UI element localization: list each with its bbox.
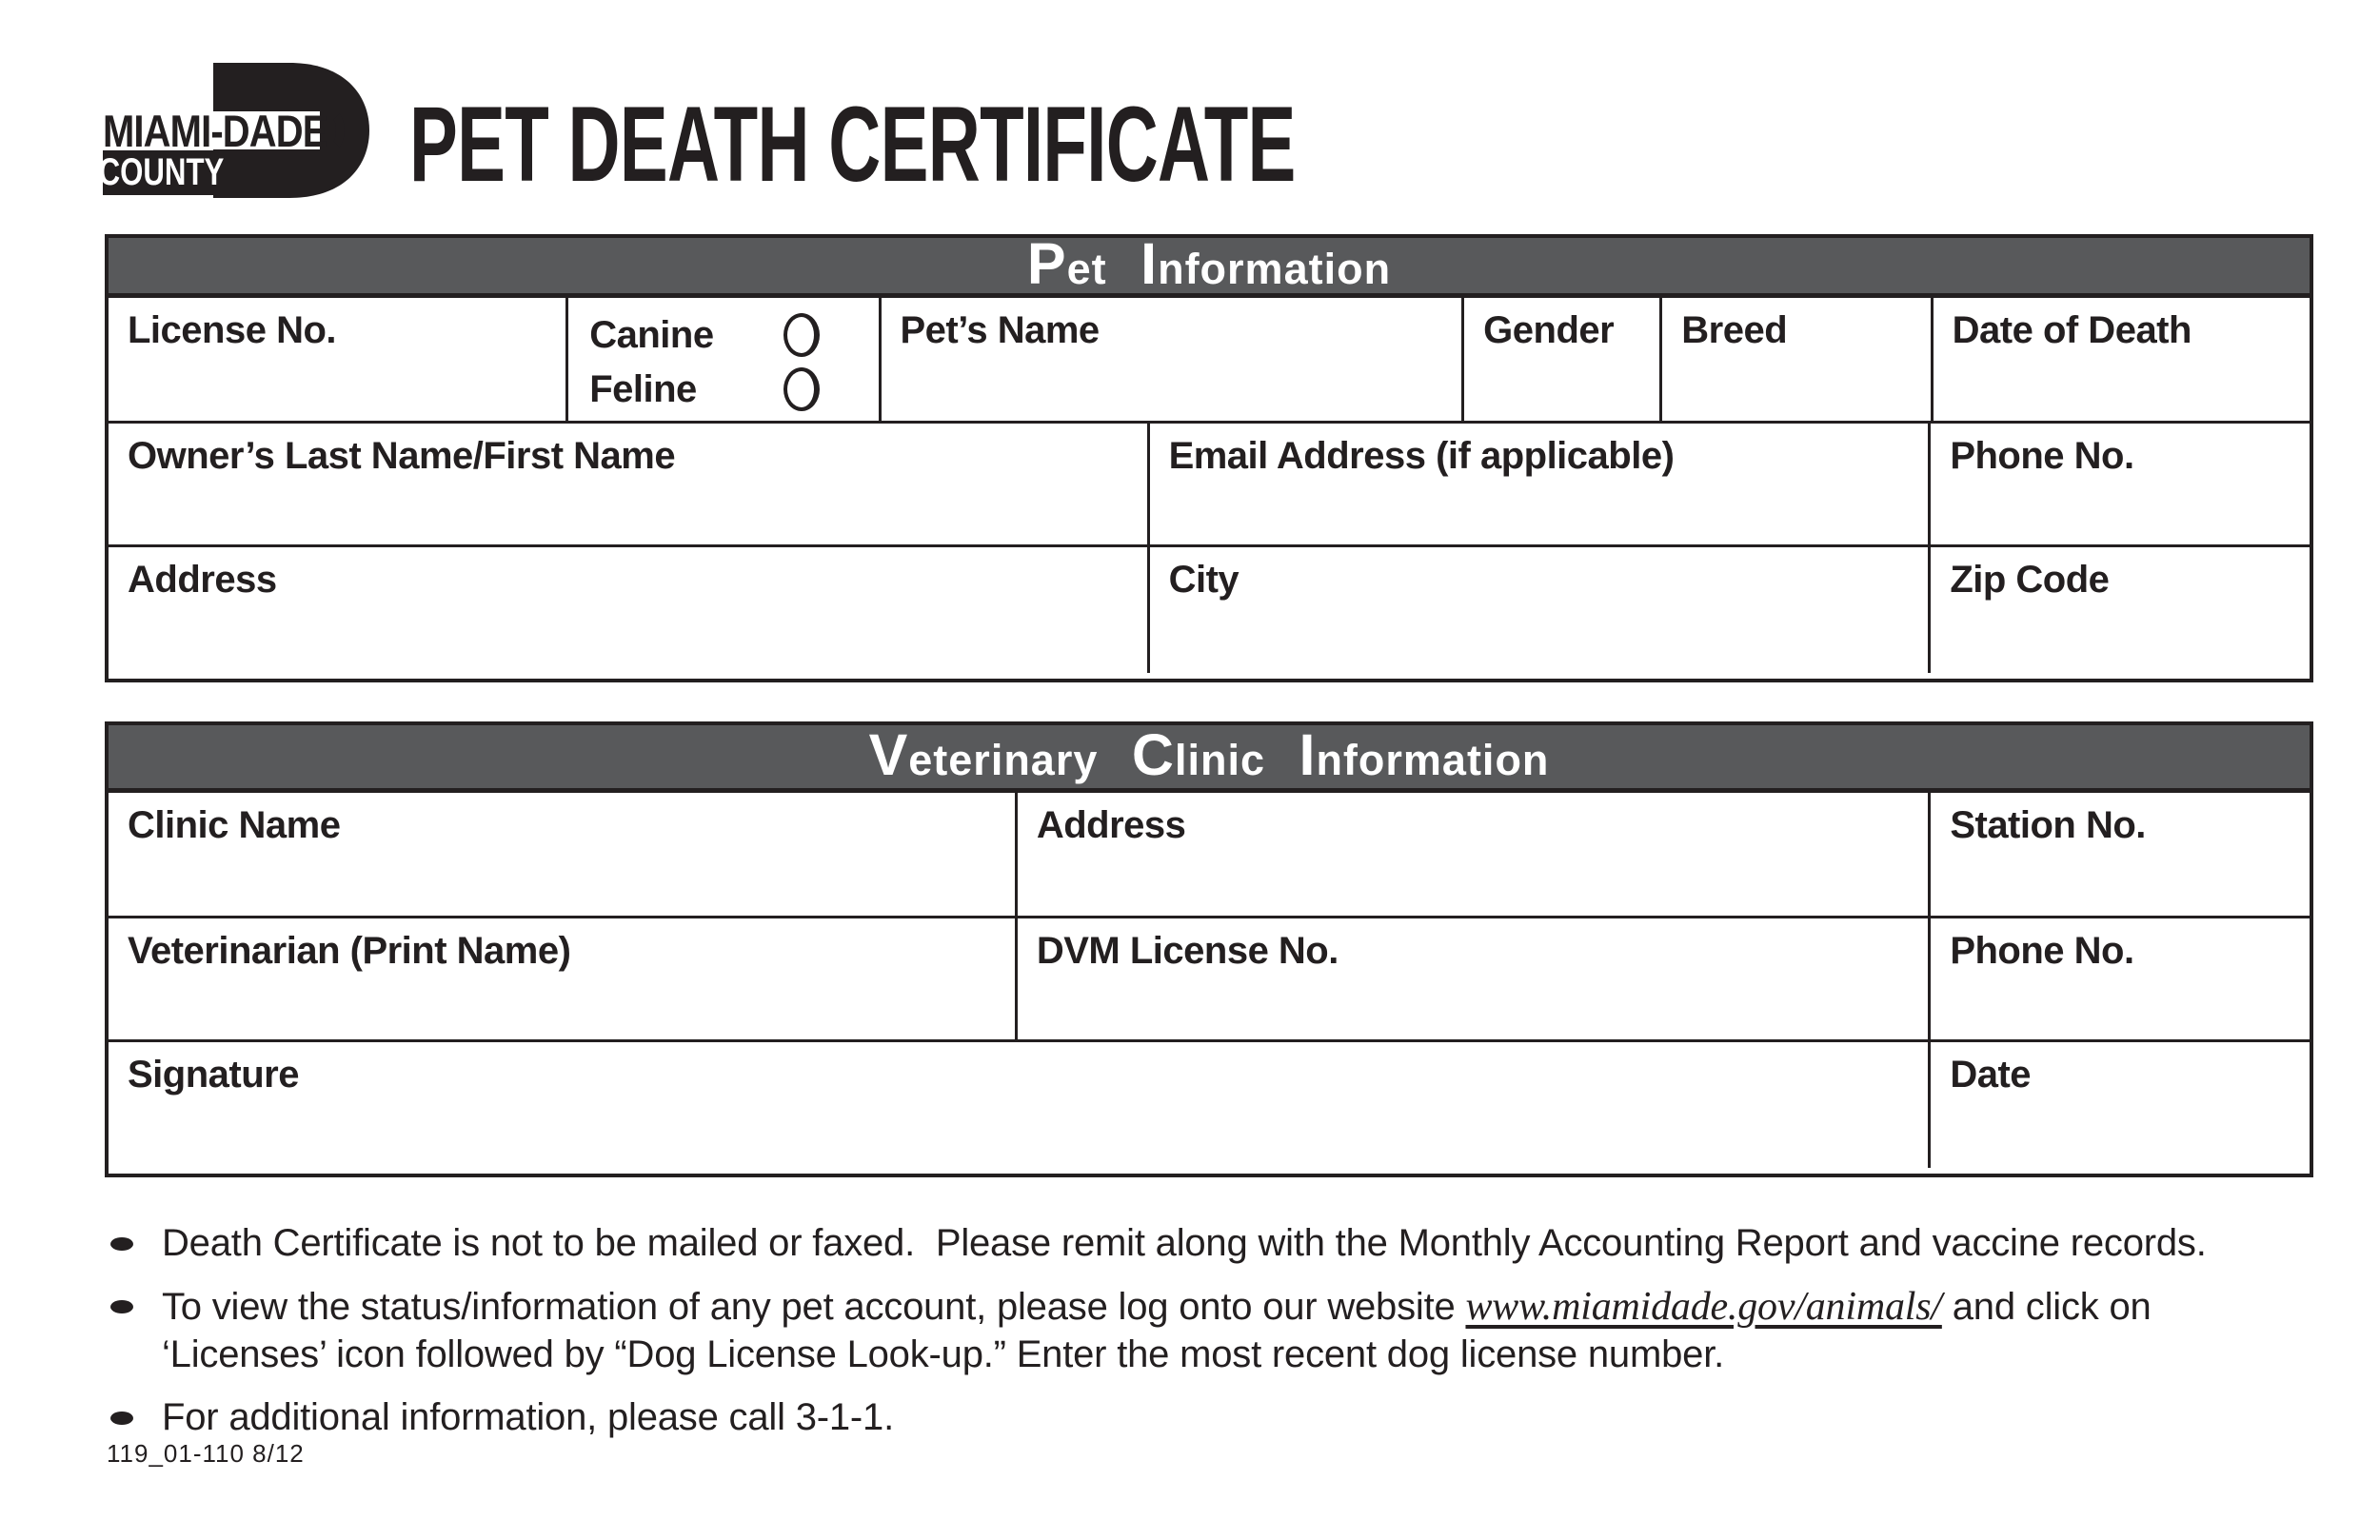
logo-county-name: MIAMI-DADE: [103, 105, 327, 156]
species-cell: Canine Feline: [568, 298, 882, 421]
phone-label: Phone No.: [1950, 435, 2134, 477]
owner-name-label: Owner’s Last Name/First Name: [128, 435, 676, 477]
dvm-license-no-label: DVM License No.: [1036, 930, 1339, 972]
gender-label: Gender: [1483, 309, 1615, 351]
notes-list: Death Certificate is not to be mailed or…: [107, 1220, 2334, 1457]
station-no-cell[interactable]: Station No.: [1931, 793, 2310, 916]
gender-cell[interactable]: Gender: [1464, 298, 1663, 421]
pet-information-title: Pet Information: [1026, 230, 1392, 296]
clinic-phone-label: Phone No.: [1950, 930, 2134, 972]
email-cell[interactable]: Email Address (if applicable): [1150, 424, 1932, 544]
form-number: 119_01-110 8/12: [107, 1439, 305, 1468]
logo-county-word: COUNTY: [98, 151, 224, 193]
clinic-name-label: Clinic Name: [128, 804, 341, 846]
miamidade-animals-link[interactable]: www.miamidade.gov/animals/: [1465, 1284, 1942, 1329]
zip-code-label: Zip Code: [1950, 559, 2110, 601]
logo-d-counter-icon: [316, 109, 345, 152]
pet-information-section: Pet Information License No. Canine Felin…: [105, 234, 2313, 682]
owner-name-cell[interactable]: Owner’s Last Name/First Name: [109, 424, 1150, 544]
feline-label: Feline: [589, 367, 697, 410]
breed-label: Breed: [1681, 309, 1788, 351]
note-website: To view the status/information of any pe…: [107, 1283, 2334, 1378]
note-call-311: For additional information, please call …: [107, 1394, 2334, 1441]
vet-row-3: Signature Date: [109, 1042, 2310, 1168]
page-title: PET DEATH CERTIFICATE: [409, 85, 1296, 204]
pets-name-cell[interactable]: Pet’s Name: [882, 298, 1465, 421]
veterinarian-label: Veterinarian (Print Name): [128, 930, 571, 972]
address-label: Address: [128, 559, 277, 601]
date-of-death-label: Date of Death: [1952, 309, 2192, 351]
dvm-license-no-cell[interactable]: DVM License No.: [1018, 918, 1932, 1039]
logo-name-band: MIAMI-DADE: [103, 106, 327, 156]
logo-county-bar: COUNTY: [98, 150, 224, 195]
vet-clinic-information-section: Veterinary Clinic Information Clinic Nam…: [105, 721, 2313, 1177]
signature-label: Signature: [128, 1054, 299, 1096]
vet-clinic-information-header: Veterinary Clinic Information: [109, 725, 2310, 793]
note-website-text: To view the status/information of any pe…: [162, 1283, 2152, 1378]
clinic-address-cell[interactable]: Address: [1018, 793, 1932, 916]
bullet-icon: [110, 1411, 133, 1425]
canine-label: Canine: [589, 314, 714, 357]
vet-clinic-information-title: Veterinary Clinic Information: [868, 721, 1550, 787]
city-cell[interactable]: City: [1150, 547, 1932, 673]
pet-information-header: Pet Information: [109, 230, 2310, 298]
email-label: Email Address (if applicable): [1168, 435, 1675, 477]
note-mailing-text: Death Certificate is not to be mailed or…: [162, 1222, 2207, 1264]
note-website-pre: To view the status/information of any pe…: [162, 1285, 1466, 1328]
license-no-cell[interactable]: License No.: [109, 298, 569, 421]
station-no-label: Station No.: [1950, 804, 2146, 846]
date-of-death-cell[interactable]: Date of Death: [1934, 298, 2310, 421]
city-label: City: [1168, 559, 1240, 601]
note-call-311-text: For additional information, please call …: [162, 1395, 894, 1438]
note-mailing: Death Certificate is not to be mailed or…: [107, 1220, 2334, 1267]
vet-row-2: Veterinarian (Print Name) DVM License No…: [109, 918, 2310, 1042]
vet-row-1: Clinic Name Address Station No.: [109, 793, 2310, 918]
pet-row-3: Address City Zip Code: [109, 547, 2310, 673]
phone-cell[interactable]: Phone No.: [1931, 424, 2310, 544]
license-no-label: License No.: [128, 309, 337, 351]
signature-cell[interactable]: Signature: [109, 1042, 1932, 1168]
canine-option[interactable]: Canine: [568, 313, 878, 358]
bullet-icon: [110, 1237, 133, 1251]
feline-option[interactable]: Feline: [568, 366, 878, 411]
pet-row-1: License No. Canine Feline Pet’s Name Gen…: [109, 298, 2310, 424]
bullet-icon: [110, 1299, 133, 1313]
canine-radio[interactable]: [783, 313, 820, 358]
clinic-address-label: Address: [1036, 804, 1186, 846]
breed-cell[interactable]: Breed: [1662, 298, 1934, 421]
miami-dade-county-logo: MIAMI-DADE COUNTY: [98, 61, 379, 202]
date-label: Date: [1950, 1054, 2032, 1096]
date-cell[interactable]: Date: [1931, 1042, 2310, 1168]
feline-radio[interactable]: [783, 366, 820, 411]
pet-row-2: Owner’s Last Name/First Name Email Addre…: [109, 424, 2310, 547]
note-website-post: and click on ‘Licenses’ icon followed by…: [162, 1285, 2152, 1376]
pets-name-label: Pet’s Name: [900, 309, 1101, 351]
zip-code-cell[interactable]: Zip Code: [1931, 547, 2310, 673]
veterinarian-cell[interactable]: Veterinarian (Print Name): [109, 918, 1018, 1039]
clinic-name-cell[interactable]: Clinic Name: [109, 793, 1018, 916]
address-cell[interactable]: Address: [109, 547, 1150, 673]
clinic-phone-cell[interactable]: Phone No.: [1931, 918, 2310, 1039]
